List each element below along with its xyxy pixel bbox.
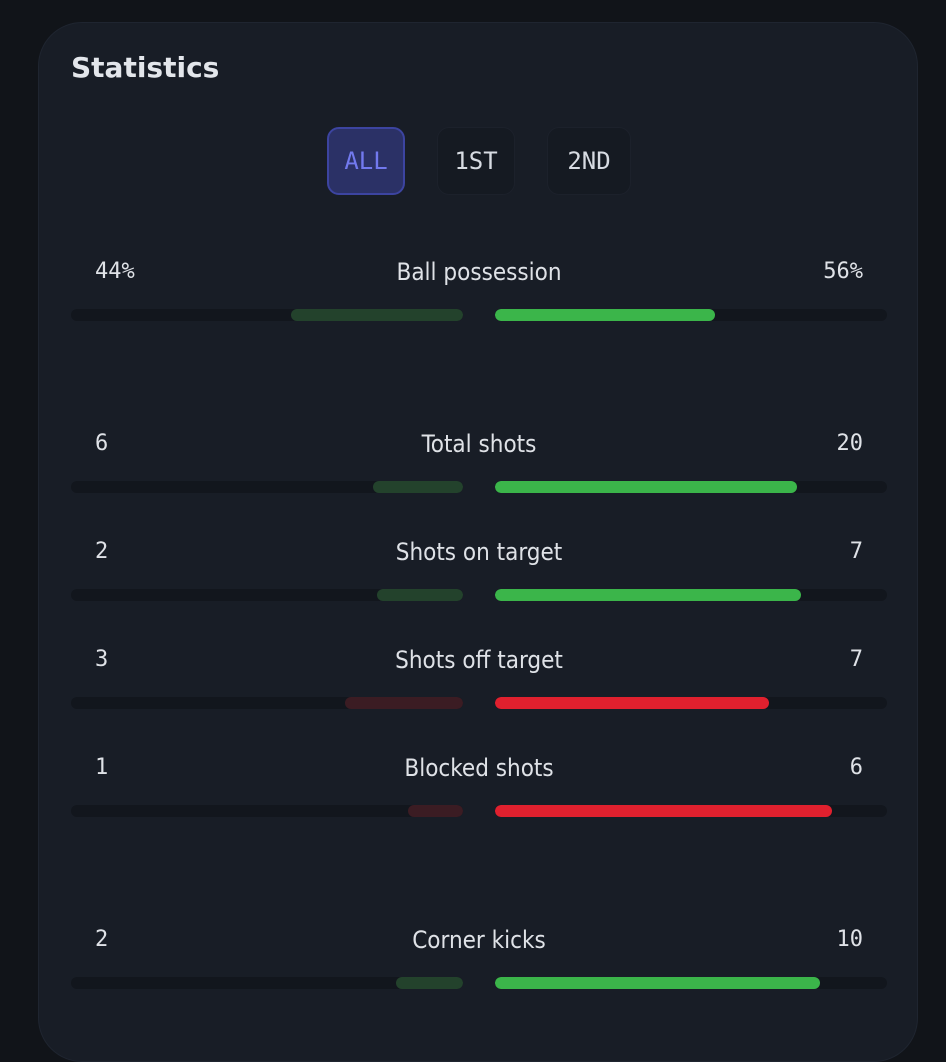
home-bar-fill [376,589,463,601]
stat-label: Corner kicks [412,926,546,954]
away-bar-fill [495,697,770,709]
home-bar-track [71,805,463,817]
stat-row-blocked-shots: 1 Blocked shots 6 [39,753,919,823]
away-value: 56% [823,259,863,284]
home-bar-fill [345,697,463,709]
stat-label: Shots off target [395,646,563,674]
stat-label: Blocked shots [404,754,554,782]
stat-label: Total shots [421,430,537,458]
home-bar-track [71,977,463,989]
tab-second-half[interactable]: 2ND [547,127,631,195]
away-value: 20 [836,431,864,456]
home-value: 3 [95,647,109,672]
away-bar-fill [495,309,715,321]
away-bar-track [495,977,887,989]
away-bar-fill [495,977,821,989]
away-bar-track [495,805,887,817]
away-bar-track [495,481,887,493]
away-bar-fill [495,481,797,493]
home-bar-track [71,589,463,601]
stat-row-shots-on-target: 2 Shots on target 7 [39,537,919,607]
home-value: 1 [95,755,109,780]
home-bar-fill [408,805,463,817]
home-bar-fill [396,977,463,989]
away-bar-fill [495,805,833,817]
stat-row-ball-possession: 44% Ball possession 56% [39,257,919,327]
home-bar-fill [372,481,463,493]
away-value: 7 [849,647,863,672]
away-bar-track [495,697,887,709]
home-value: 6 [95,431,109,456]
away-value: 7 [849,539,863,564]
home-value: 2 [95,927,109,952]
tab-first-half[interactable]: 1ST [437,127,515,195]
home-value: 2 [95,539,109,564]
home-bar-track [71,309,463,321]
away-value: 10 [836,927,864,952]
tab-all[interactable]: ALL [327,127,405,195]
stat-label: Shots on target [395,538,563,566]
stat-row-shots-off-target: 3 Shots off target 7 [39,645,919,715]
stat-label: Ball possession [396,258,562,286]
away-bar-track [495,589,887,601]
card-title: Statistics [71,51,220,84]
statistics-card: Statistics ALL 1ST 2ND 44% Ball possessi… [38,22,918,1062]
home-value: 44% [95,259,135,284]
stat-row-corner-kicks: 2 Corner kicks 10 [39,925,919,995]
home-bar-fill [290,309,463,321]
stat-row-total-shots: 6 Total shots 20 [39,429,919,499]
away-value: 6 [849,755,863,780]
away-bar-fill [495,589,801,601]
home-bar-track [71,481,463,493]
home-bar-track [71,697,463,709]
away-bar-track [495,309,887,321]
